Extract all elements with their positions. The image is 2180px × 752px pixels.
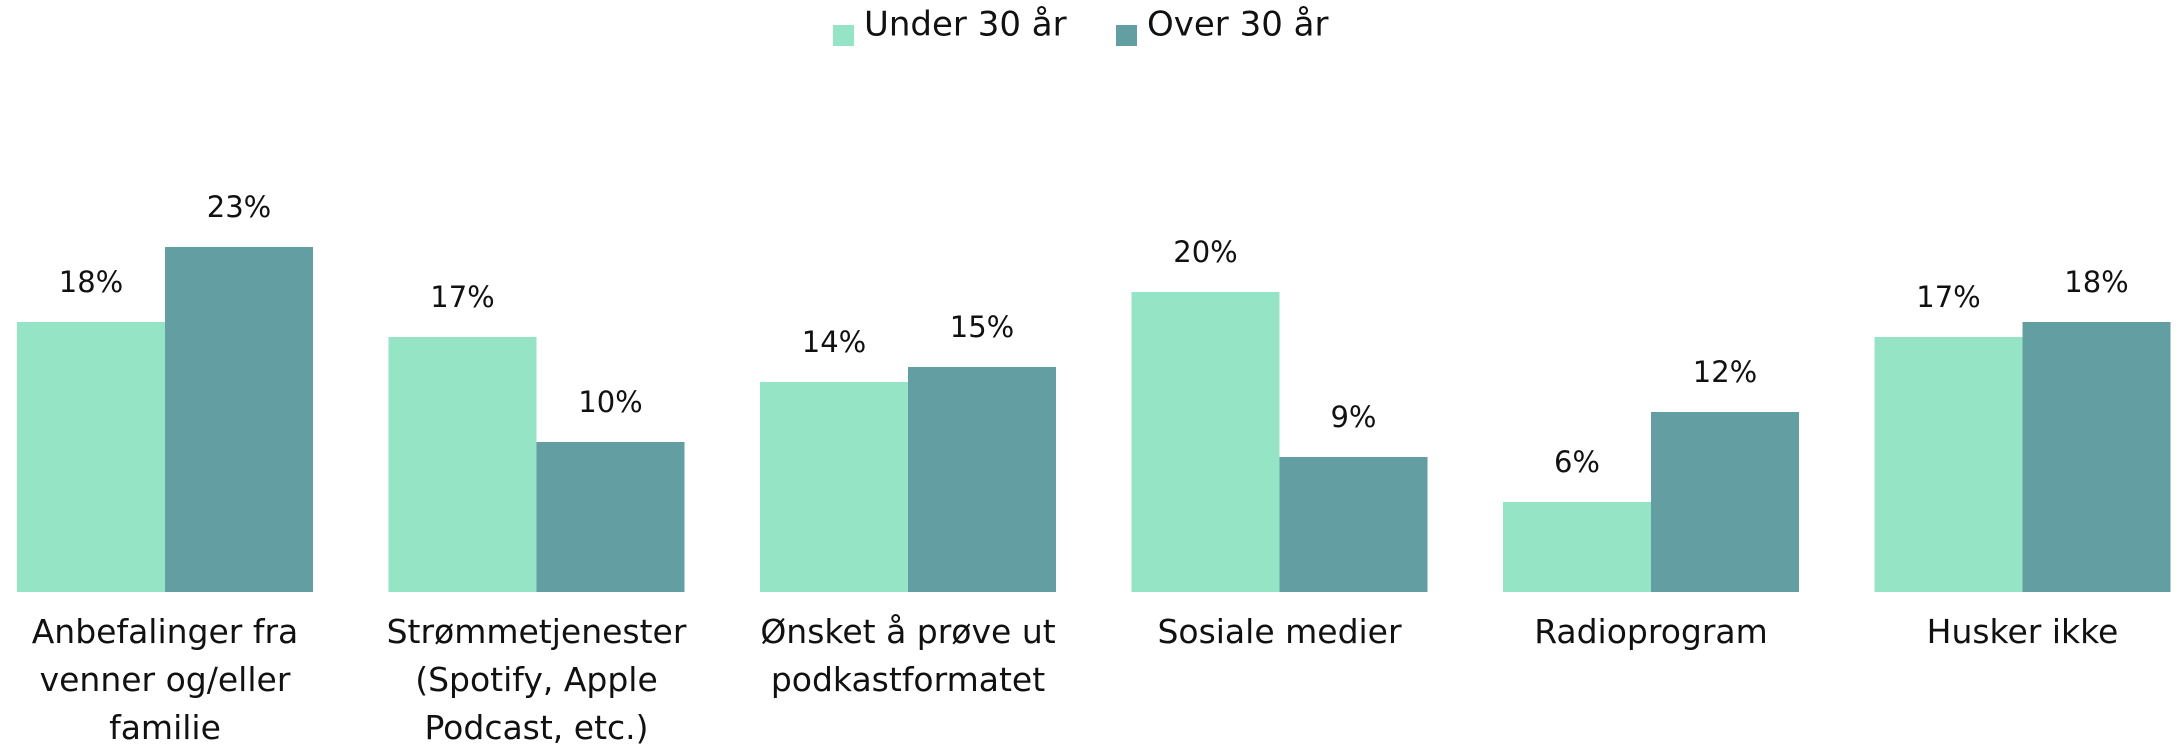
data-label: 17% [430,280,494,314]
bar [17,322,165,592]
data-label: 18% [59,265,123,299]
data-label: 9% [1330,400,1376,434]
x-tick-label: Ønsket å prøve ut podkastformatet [738,608,1078,704]
bar [760,382,908,592]
data-label: 23% [207,190,271,224]
data-label: 17% [1916,280,1980,314]
data-label: 12% [1693,355,1757,389]
x-tick-label: Strømmetjenester (Spotify, Apple Podcast… [367,608,707,752]
data-label: 6% [1554,445,1600,479]
bar [1503,502,1651,592]
data-label: 10% [578,385,642,419]
data-label: 15% [950,310,1014,344]
legend-label: Over 30 år [1147,5,1328,45]
data-label: 14% [802,325,866,359]
legend-swatch [833,25,854,46]
bar [908,367,1056,592]
x-tick-label: Sosiale medier [1110,608,1450,656]
legend-swatch [1116,25,1137,46]
x-tick-label: Radioprogram [1481,608,1821,656]
bar [2023,322,2171,592]
data-label: 18% [2064,265,2128,299]
bar [165,247,313,592]
bar [1875,337,2023,592]
data-label: 20% [1173,235,1237,269]
bar [1132,292,1280,592]
x-tick-label: Husker ikke [1853,608,2180,656]
bar [1651,412,1799,592]
x-tick-label: Anbefalinger fra venner og/eller familie [0,608,335,752]
bar [389,337,537,592]
bar [537,442,685,592]
bar [1280,457,1428,592]
legend-label: Under 30 år [864,5,1067,45]
